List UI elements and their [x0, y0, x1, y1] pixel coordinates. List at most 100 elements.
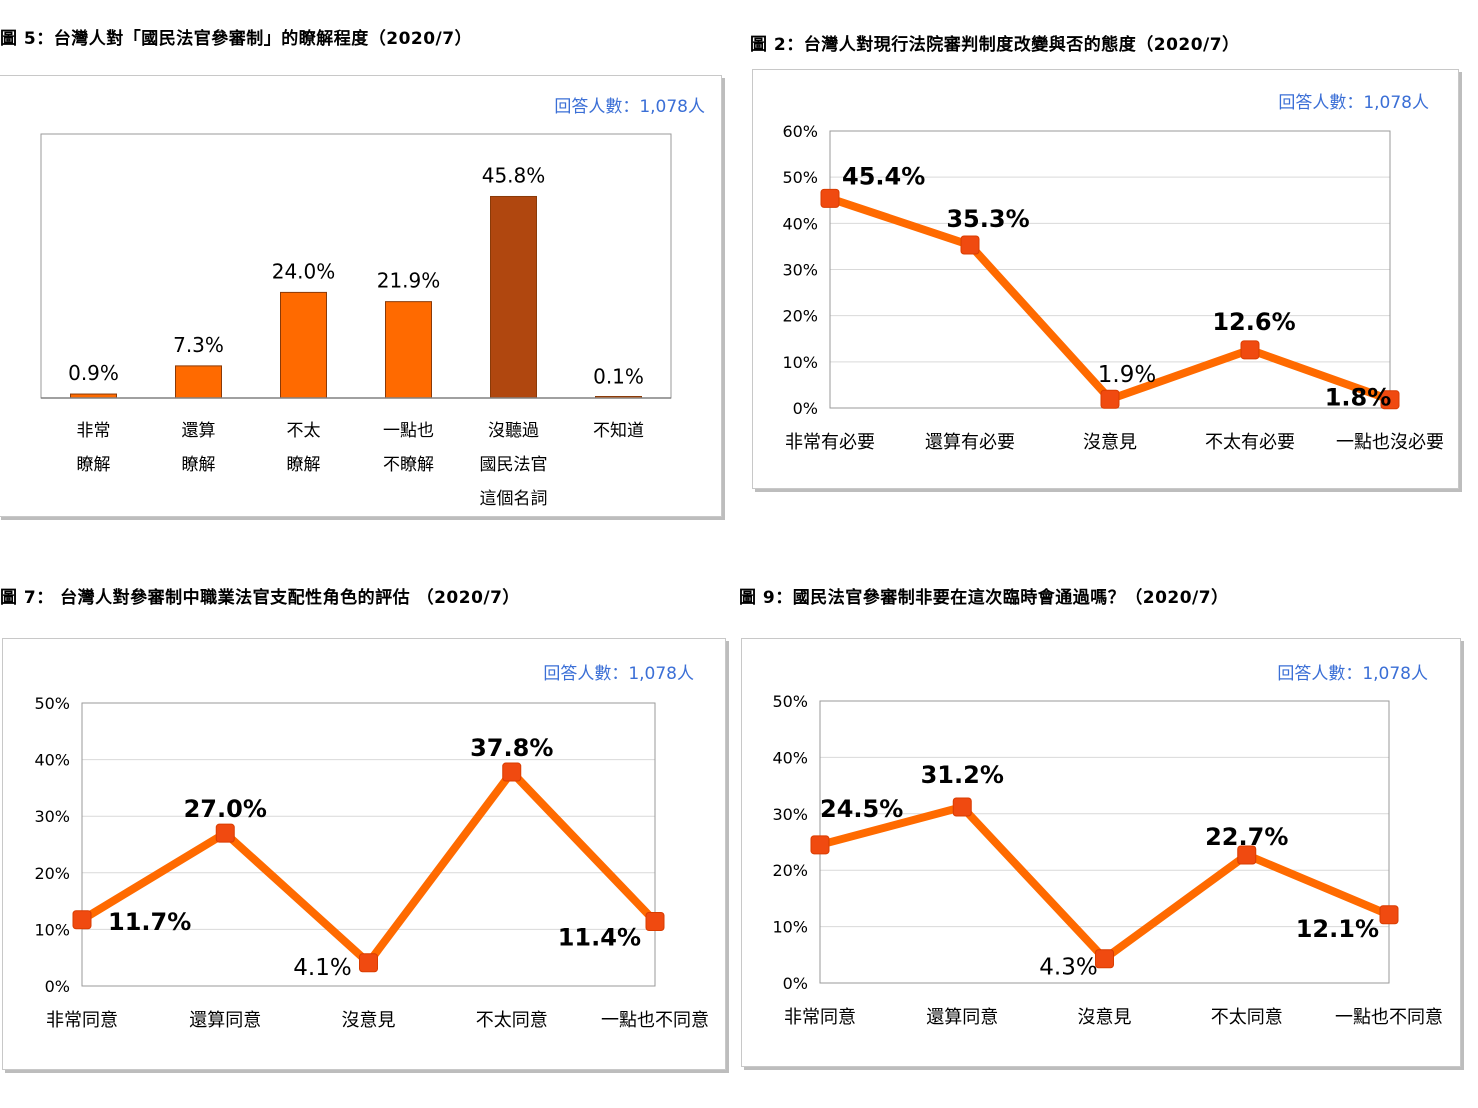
point-label-4: 11.4%: [558, 923, 641, 951]
plot-frame: [81, 702, 656, 987]
point-1: [215, 823, 235, 843]
respondents-label: 回答人數：1,078人: [1277, 664, 1428, 684]
point-label-2: 4.1%: [293, 955, 351, 981]
y-tick-1: 10%: [782, 353, 818, 372]
category-label-2: 沒意見: [1083, 432, 1137, 453]
y-tick-4: 40%: [34, 751, 70, 770]
chart4-title: 圖 9：國民法官參審制非要在這次臨時會通過嗎？（2020/7）: [739, 588, 1229, 608]
point-label-3: 37.8%: [470, 734, 553, 762]
category-label-3: 不太同意: [476, 1010, 548, 1031]
category-label-3-1: 不瞭解: [383, 455, 434, 475]
point-0: [820, 188, 840, 208]
chart2-title: 圖 2：台灣人對現行法院審判制度改變與否的態度（2020/7）: [750, 35, 1240, 55]
category-label-2-1: 瞭解: [287, 455, 321, 475]
chart2-panel: 回答人數：1,078人 0% 10% 20% 30% 40% 50% 60% 45.4% 非常有必…: [752, 69, 1459, 489]
chart3-svg: 回答人數：1,078人 0% 10% 20% 30% 40% 50% 11.7% 非常同意 27.…: [34, 664, 709, 1031]
category-label-2: 沒意見: [342, 1010, 396, 1031]
category-label-3: 不太同意: [1211, 1007, 1283, 1028]
respondents-label: 回答人數：1,078人: [1278, 93, 1429, 113]
category-label-4-2: 這個名詞: [480, 489, 548, 509]
y-tick-0: 0%: [783, 974, 808, 993]
y-tick-2: 20%: [772, 861, 808, 880]
category-label-4: 一點也不同意: [601, 1010, 709, 1031]
y-tick-1: 10%: [772, 918, 808, 937]
y-tick-3: 30%: [782, 261, 818, 280]
point-2: [1095, 949, 1114, 969]
bar-label-1: 7.3%: [173, 333, 224, 357]
y-tick-1: 10%: [34, 920, 70, 939]
point-label-3: 22.7%: [1205, 823, 1288, 851]
y-tick-6: 60%: [782, 122, 818, 141]
point-4: [1380, 390, 1400, 410]
category-label-0-0: 非常: [77, 421, 111, 441]
point-label-1: 27.0%: [184, 795, 267, 823]
bar-label-4: 45.8%: [482, 163, 546, 187]
category-label-4: 一點也沒必要: [1336, 432, 1444, 453]
point-3: [1240, 340, 1260, 360]
plot-frame: [40, 133, 672, 399]
bar-1: [175, 365, 222, 399]
chart3-panel: 回答人數：1,078人 0% 10% 20% 30% 40% 50% 11.7% 非常同意 27.…: [2, 638, 726, 1070]
point-1: [952, 797, 972, 817]
y-tick-0: 0%: [45, 977, 70, 996]
y-tick-4: 40%: [772, 748, 808, 767]
category-label-1-1: 瞭解: [182, 455, 216, 475]
bar-4: [490, 195, 537, 399]
point-0: [810, 835, 830, 855]
point-2: [1100, 389, 1120, 409]
point-label-0: 45.4%: [842, 162, 925, 190]
point-3: [502, 762, 522, 782]
category-label-0: 非常有必要: [785, 432, 875, 453]
bar-2: [280, 291, 327, 399]
category-label-0-1: 瞭解: [77, 455, 111, 475]
y-tick-3: 30%: [772, 805, 808, 824]
bar-label-3: 21.9%: [377, 269, 441, 293]
chart3-title: 圖 7： 台灣人對參審制中職業法官支配性角色的評估 （2020/7）: [0, 588, 520, 608]
category-label-3-0: 一點也: [383, 421, 434, 441]
category-label-1: 還算同意: [189, 1010, 261, 1031]
category-label-4: 一點也不同意: [1335, 1007, 1443, 1028]
point-2: [359, 953, 378, 973]
point-label-1: 31.2%: [921, 761, 1004, 789]
y-tick-3: 30%: [34, 807, 70, 826]
bar-label-5: 0.1%: [593, 365, 644, 389]
chart1-title: 圖 5：台灣人對「國民法官參審制」的瞭解程度（2020/7）: [0, 29, 473, 49]
category-label-4-1: 國民法官: [480, 455, 548, 475]
chart4-panel: 回答人數：1,078人 0% 10% 20% 30% 40% 50% 24.5% 非常同意 31.…: [741, 638, 1461, 1067]
y-tick-4: 40%: [782, 214, 818, 233]
category-label-1-0: 還算: [182, 421, 216, 441]
point-1: [960, 235, 980, 255]
point-label-3: 12.6%: [1212, 308, 1295, 336]
respondents-label: 回答人數：1,078人: [543, 664, 694, 684]
point-label-1: 35.3%: [946, 205, 1029, 233]
point-4: [645, 911, 665, 931]
chart4-svg: 回答人數：1,078人 0% 10% 20% 30% 40% 50% 24.5% 非常同意 31.…: [772, 664, 1443, 1028]
chart1-panel: 回答人數：1,078人 0.9% 非常瞭解 7.3% 還算瞭解 24.0% 不太瞭解 21.9…: [0, 75, 722, 517]
bar-label-0: 0.9%: [68, 361, 119, 385]
chart2-svg: 回答人數：1,078人 0% 10% 20% 30% 40% 50% 60% 45.4% 非常有必…: [782, 93, 1444, 453]
y-tick-2: 20%: [782, 307, 818, 326]
bar-3: [385, 301, 432, 399]
category-label-0: 非常同意: [46, 1010, 118, 1031]
category-label-5-0: 不知道: [593, 421, 644, 441]
y-tick-5: 50%: [34, 694, 70, 713]
point-label-0: 11.7%: [108, 908, 191, 936]
y-tick-5: 50%: [782, 168, 818, 187]
category-label-1: 還算同意: [926, 1007, 998, 1028]
point-3: [1237, 845, 1257, 865]
category-label-3: 不太有必要: [1205, 432, 1295, 453]
y-tick-0: 0%: [793, 399, 818, 418]
respondents-label: 回答人數：1,078人: [554, 97, 705, 117]
y-tick-2: 20%: [34, 864, 70, 883]
category-label-0: 非常同意: [784, 1007, 856, 1028]
category-label-2: 沒意見: [1078, 1007, 1132, 1028]
category-label-4-0: 沒聽過: [488, 421, 539, 441]
point-label-4: 1.8%: [1325, 384, 1392, 412]
point-label-2: 1.9%: [1098, 362, 1156, 388]
point-4: [1379, 905, 1399, 925]
point-label-4: 12.1%: [1296, 915, 1379, 943]
bar-label-2: 24.0%: [272, 259, 336, 283]
point-0: [72, 910, 92, 930]
category-label-2-0: 不太: [287, 421, 321, 441]
